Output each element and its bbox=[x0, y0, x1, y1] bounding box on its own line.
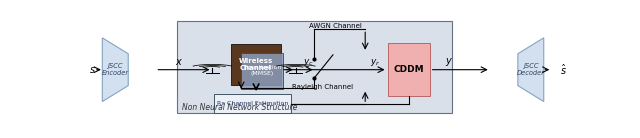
Text: Wireless
Channel: Wireless Channel bbox=[239, 58, 273, 71]
Text: $\mathbf{\mathit{s}}$: $\mathbf{\mathit{s}}$ bbox=[89, 65, 96, 75]
FancyBboxPatch shape bbox=[241, 53, 284, 89]
Text: JSCC
Encoder: JSCC Encoder bbox=[102, 63, 129, 76]
Text: Rx Channel Estimation: Rx Channel Estimation bbox=[217, 101, 288, 106]
Polygon shape bbox=[102, 38, 128, 102]
Text: $y_c$: $y_c$ bbox=[303, 57, 314, 68]
Text: CDDM: CDDM bbox=[394, 65, 424, 74]
FancyBboxPatch shape bbox=[388, 43, 429, 96]
Text: $y_r$: $y_r$ bbox=[370, 57, 380, 68]
Polygon shape bbox=[518, 38, 544, 102]
Text: Equalization
(MMSE): Equalization (MMSE) bbox=[243, 65, 282, 76]
Text: $\mathbf{\mathit{y}}$: $\mathbf{\mathit{y}}$ bbox=[445, 56, 454, 68]
Text: Non Neural Network Structure: Non Neural Network Structure bbox=[182, 103, 297, 112]
Text: JSCC
Decoder: JSCC Decoder bbox=[517, 63, 545, 76]
Text: $\hat{\mathbf{\mathit{s}}}$: $\hat{\mathbf{\mathit{s}}}$ bbox=[560, 63, 567, 77]
Text: AWGN Channel: AWGN Channel bbox=[309, 23, 362, 29]
Text: $\mathbf{\mathit{x}}$: $\mathbf{\mathit{x}}$ bbox=[175, 57, 183, 67]
FancyBboxPatch shape bbox=[177, 21, 452, 113]
FancyBboxPatch shape bbox=[231, 44, 281, 85]
Text: Rayleigh Channel: Rayleigh Channel bbox=[292, 84, 354, 90]
FancyBboxPatch shape bbox=[214, 94, 291, 113]
